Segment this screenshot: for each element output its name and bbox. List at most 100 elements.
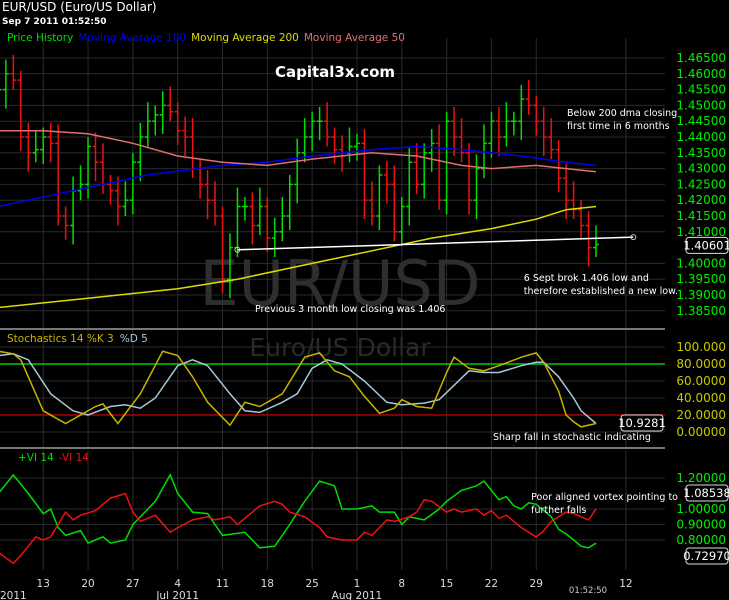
annotation-line: further falls	[531, 505, 586, 516]
trendline-handle	[234, 246, 241, 253]
value-box-frame	[685, 547, 729, 565]
value-box-text: 1.08538	[683, 486, 729, 500]
price-bar	[77, 165, 84, 201]
price-bar	[144, 102, 151, 147]
price-bar	[137, 122, 144, 182]
legend-item: Stochastics 14 %K 3	[7, 333, 114, 345]
date-tick-label: 18	[261, 578, 274, 590]
date-tick-label: 25	[305, 578, 318, 590]
price-bar	[2, 59, 9, 109]
price-bar	[451, 106, 458, 156]
date-tick-label: 4	[174, 578, 181, 590]
price-bar	[204, 170, 211, 220]
stoch-axis-label: 20.0000	[676, 408, 726, 422]
price-bar	[256, 187, 263, 235]
price-bar	[294, 138, 301, 204]
vortex-axis-label: 0.90000	[676, 518, 726, 532]
trendline-handle	[630, 234, 637, 241]
price-bar	[376, 165, 383, 231]
price-bar	[122, 181, 129, 216]
value-box-frame	[685, 484, 729, 502]
date-tick-label: 20	[81, 578, 94, 590]
price-bar	[368, 181, 375, 226]
brand-label: Capital3x.com	[275, 63, 395, 81]
price-axis-label: 1.41500	[676, 209, 726, 223]
ma200-line	[0, 205, 597, 309]
price-bar	[398, 197, 405, 247]
price-axis-label: 1.42500	[676, 177, 726, 191]
date-tick-label: 8	[398, 578, 405, 590]
price-bar	[324, 102, 331, 147]
price-bar	[540, 106, 547, 156]
annotation-line: Below 200 dma closing	[567, 108, 677, 119]
date-tick-label: 27	[126, 578, 139, 590]
price-axis-label: 1.43000	[676, 162, 726, 176]
price-bar	[346, 127, 353, 163]
price-bar	[473, 154, 480, 220]
value-box-frame	[685, 236, 729, 254]
legend-item: %D 5	[120, 333, 148, 345]
watermark-name: Euro/US Dollar	[249, 333, 431, 362]
price-last-value: 1.40601	[683, 236, 729, 254]
price-bar	[466, 143, 473, 215]
price-bar	[570, 181, 577, 220]
price-bar	[219, 206, 226, 294]
price-bar	[92, 132, 99, 182]
price-axis-label: 1.45500	[676, 83, 726, 97]
annotation-line: Previous 3 month low closing was 1.406	[255, 304, 445, 315]
annotation-previous-low: Previous 3 month low closing was 1.406	[255, 304, 445, 315]
date-tick-label: 15	[440, 578, 453, 590]
price-axis-label: 1.44000	[676, 130, 726, 144]
price-bar	[47, 122, 54, 163]
stoch-axis-label: 40.0000	[676, 391, 726, 405]
price-bar	[503, 102, 510, 147]
annotation-line: therefore established a new low.	[524, 286, 678, 297]
price-bar	[331, 127, 338, 164]
price-bar	[428, 129, 435, 172]
price-bar	[226, 233, 233, 299]
price-bar	[458, 118, 465, 163]
price-bar	[421, 143, 428, 199]
legend-item: Moving Average 100	[78, 32, 186, 44]
vortex-axis-label: 1.20000	[676, 471, 726, 485]
vortex-axis-label: 1.00000	[676, 502, 726, 516]
price-bar	[279, 197, 286, 242]
price-bar	[316, 106, 323, 141]
price-bar	[593, 225, 599, 258]
price-bar	[406, 148, 413, 226]
price-bar	[555, 140, 562, 193]
annotation-stochastic: Sharp fall in stochastic indicating wanin…	[493, 432, 651, 456]
date-tick-label: 22	[485, 578, 498, 590]
price-bar	[197, 159, 204, 199]
annotation-line: first time in 6 months	[567, 121, 670, 132]
month-label: 2011	[0, 590, 27, 600]
price-bar	[548, 118, 555, 160]
current-time-label: 01:52:50	[569, 586, 607, 596]
price-bar	[62, 206, 69, 240]
annotation-vortex: Poor aligned vortex pointing to further f…	[531, 492, 678, 516]
value-box-text: 1.40601	[683, 238, 729, 252]
price-bar	[518, 84, 525, 141]
legend-item: -VI 14	[59, 452, 89, 464]
legend-item: Price History	[7, 32, 73, 44]
price-bar	[286, 174, 293, 231]
price-bar	[301, 118, 308, 163]
value-box-text: 10.9281	[618, 416, 666, 430]
price-bar	[10, 54, 17, 90]
date-tick-label: 29	[530, 578, 543, 590]
price-bar	[212, 181, 219, 226]
price-axis-label: 1.38500	[676, 304, 726, 318]
price-bar	[436, 124, 443, 210]
stoch-axis-label: 0.00000	[676, 425, 726, 439]
stoch-axis-label: 100.000	[676, 340, 726, 354]
price-bar	[578, 200, 585, 240]
stoch-axis-label: 80.0000	[676, 357, 726, 371]
vi-plus-line	[0, 473, 597, 549]
price-axis-label: 1.46000	[676, 67, 726, 81]
annotation-line: waning momentum	[493, 445, 586, 456]
date-tick-label: 13	[37, 578, 50, 590]
chart-timestamp: Sep 7 2011 01:52:50	[2, 17, 107, 27]
price-bar	[174, 102, 181, 145]
price-bar	[488, 111, 495, 158]
